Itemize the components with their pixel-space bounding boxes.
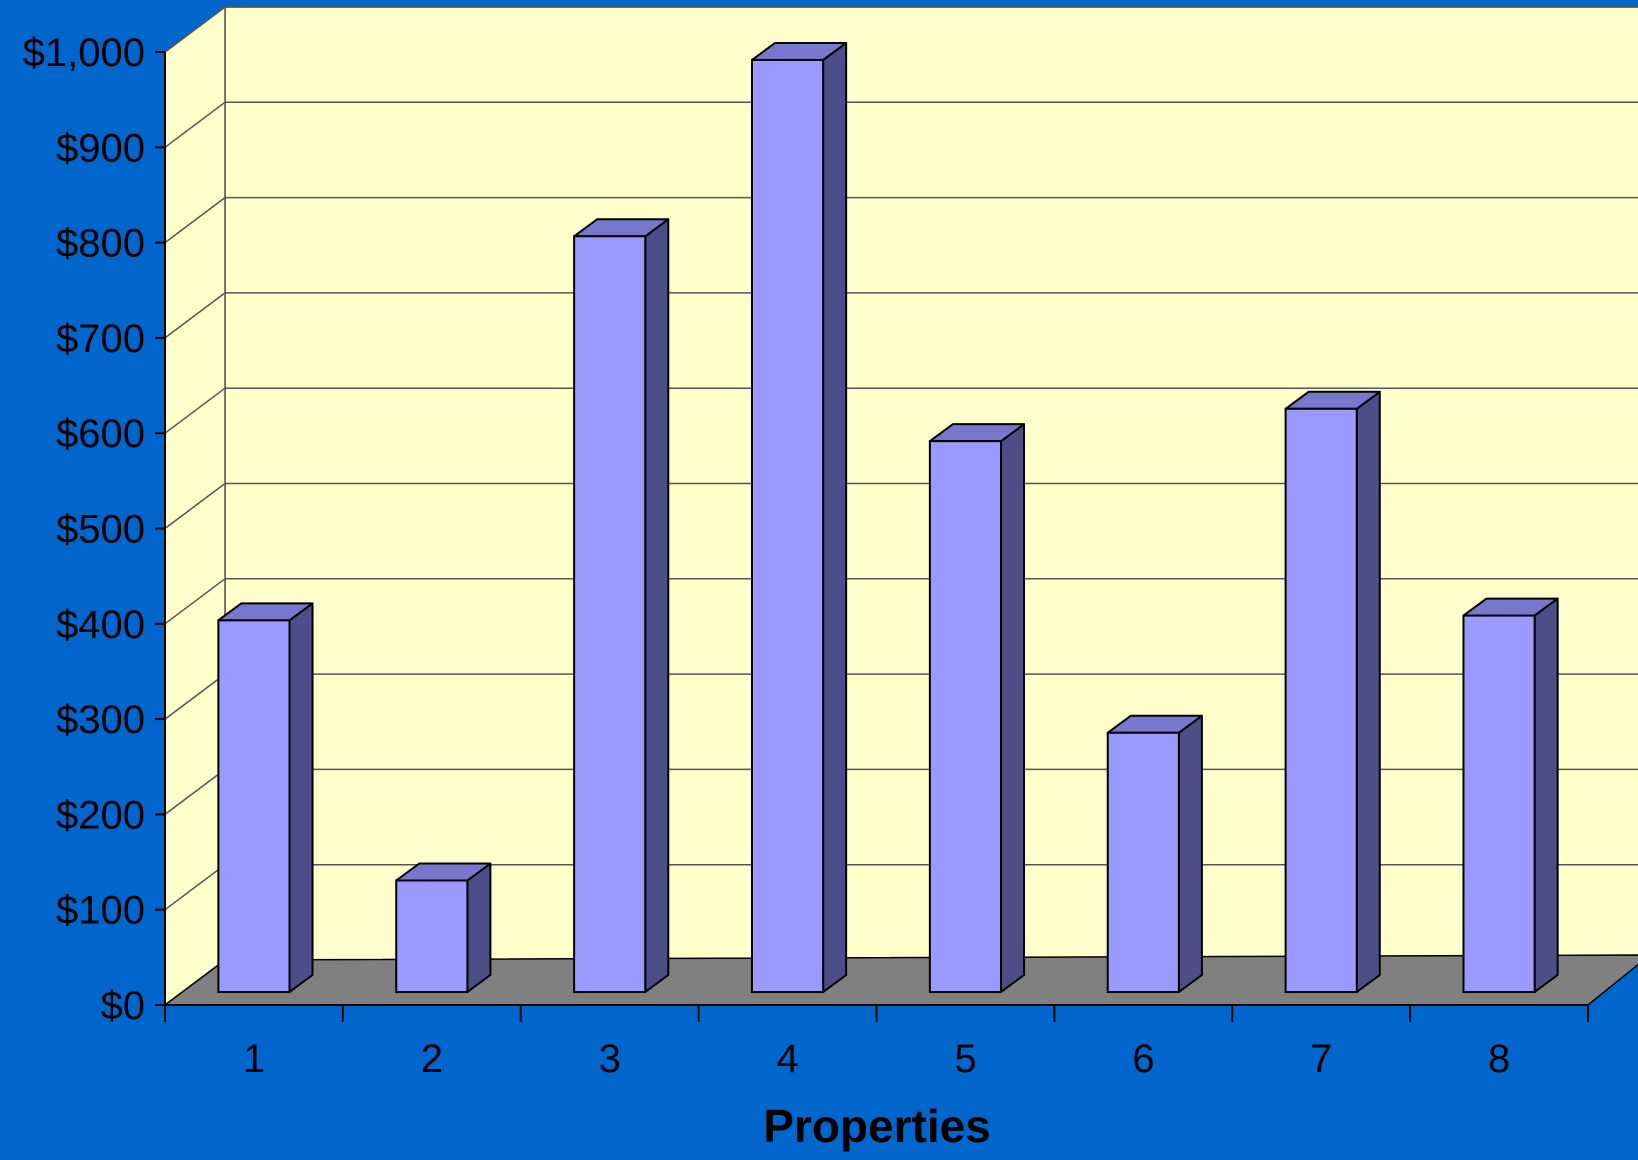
y-tick-label: $200: [56, 793, 145, 837]
x-tick-label: 5: [954, 1037, 976, 1081]
gridline-side: [164, 387, 226, 434]
floor: [162, 954, 1638, 1006]
bar-side: [288, 602, 314, 993]
y-tick-label: $800: [56, 222, 145, 266]
bar: [395, 862, 492, 994]
gridline-side: [164, 578, 226, 625]
bar: [217, 602, 314, 994]
x-tick-label: 4: [776, 1037, 798, 1081]
bar-front: [395, 879, 469, 994]
plot-floor: [162, 954, 1638, 1006]
gridline-side: [164, 6, 226, 53]
x-tick-label: 3: [599, 1037, 621, 1081]
bar-side: [466, 862, 492, 993]
y-tick-label: $0: [101, 984, 146, 1028]
x-tick-label: 8: [1488, 1037, 1510, 1081]
bar: [1106, 714, 1203, 993]
bar: [928, 423, 1026, 993]
bar-front: [928, 440, 1003, 993]
gridline-side: [164, 864, 226, 911]
bar: [1462, 597, 1559, 993]
y-tick-label: $600: [56, 412, 145, 456]
bar-side: [1533, 597, 1559, 993]
x-axis-tick-labels: 1 2 3 4 5 6 7 8: [243, 1037, 1510, 1081]
x-axis-title: Properties: [763, 1100, 991, 1152]
y-tick-label: $700: [56, 317, 145, 361]
gridline-side: [164, 292, 226, 339]
bar-side: [822, 41, 848, 993]
x-tick-label: 7: [1310, 1037, 1332, 1081]
y-tick-label: $900: [56, 126, 145, 170]
gridline-side: [164, 768, 226, 816]
bars: [217, 41, 1559, 994]
bar: [573, 218, 670, 993]
bar-side: [1177, 714, 1203, 993]
y-tick-label: $500: [56, 508, 145, 552]
gridline-side: [164, 101, 226, 148]
bar-side: [644, 218, 670, 993]
x-tick-label: 6: [1132, 1037, 1154, 1081]
bar-front: [1284, 407, 1358, 994]
bar: [1284, 390, 1381, 994]
y-tick-label: $100: [56, 889, 145, 933]
y-axis-tick-labels: $0 $100 $200 $300 $400 $500 $600 $700 $800 $900 $1…: [23, 31, 145, 1028]
gridline-side: [164, 673, 226, 720]
gridline-side: [164, 482, 226, 530]
axes: [155, 51, 1589, 1022]
bar-side: [1355, 390, 1381, 993]
y-tick-label: $1,000: [23, 31, 145, 75]
x-tick-label: 2: [421, 1037, 443, 1081]
bar-front: [750, 58, 825, 993]
y-tick-label: $400: [56, 603, 145, 647]
plot-wall: [164, 5, 1638, 1007]
y-tick-label: $300: [56, 698, 145, 742]
bar: [750, 41, 848, 993]
bar-front: [1106, 731, 1180, 993]
bar-front: [573, 235, 647, 993]
x-tick-label: 1: [243, 1037, 265, 1081]
bar-front: [217, 619, 291, 994]
bar-side: [1000, 423, 1026, 993]
gridline-side: [164, 197, 226, 244]
bar-front: [1462, 614, 1536, 993]
